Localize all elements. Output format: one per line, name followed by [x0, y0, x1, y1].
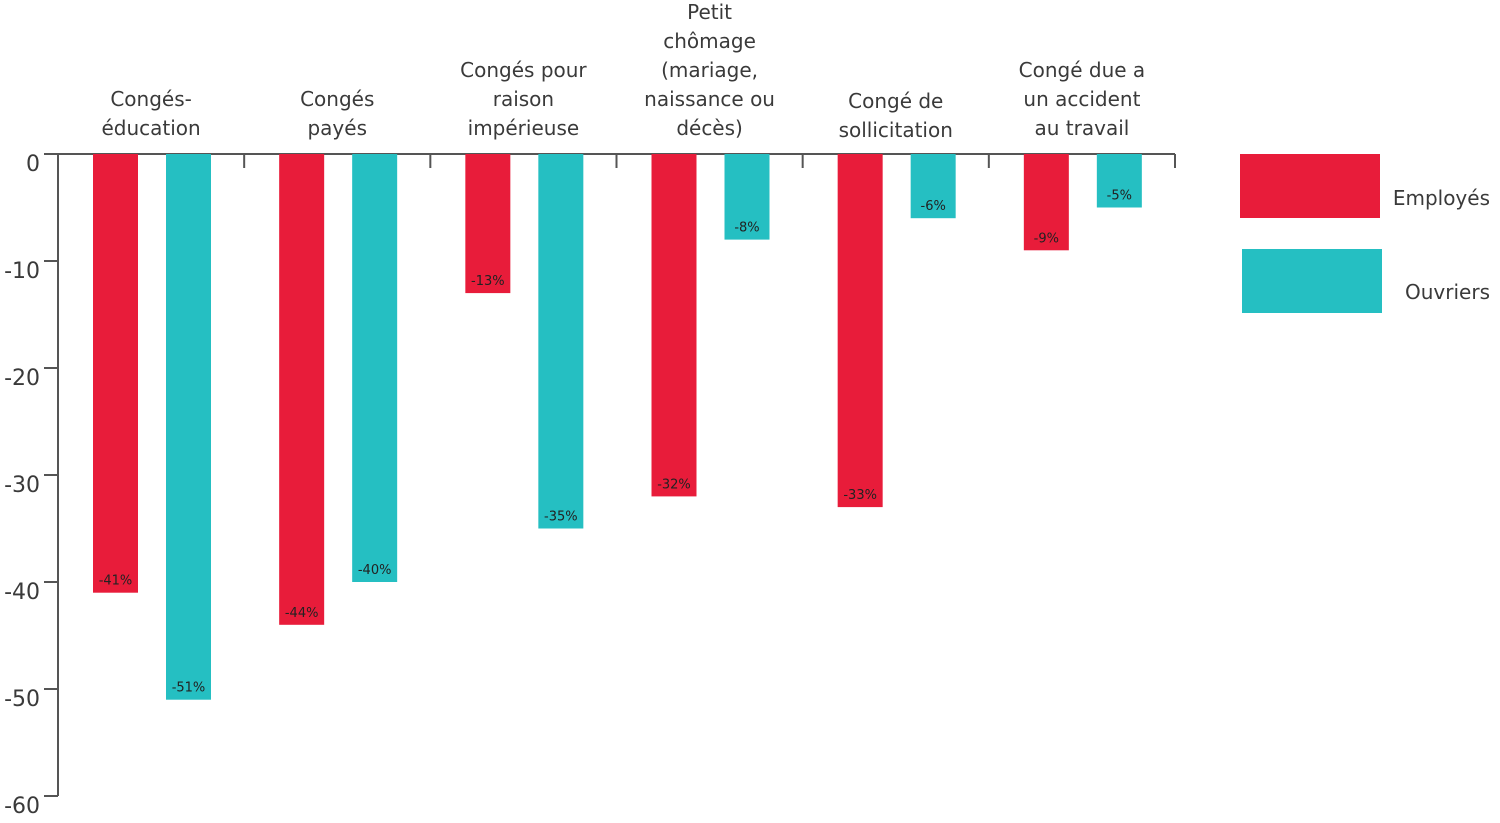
category-label: Congés-éducation	[101, 87, 200, 140]
bar-ouvriers	[166, 154, 211, 700]
bar-ouvriers	[538, 154, 584, 529]
y-tick-label: 0	[26, 152, 40, 177]
category-label-line: décès)	[676, 116, 743, 140]
y-tick-label: -10	[4, 259, 40, 284]
category-label-line: naissance ou	[644, 87, 775, 111]
category-label-line: un accident	[1023, 87, 1140, 111]
category-label: Congés payés	[300, 87, 374, 140]
y-tick-label: -60	[4, 794, 40, 819]
data-label: -9%	[1034, 231, 1059, 246]
category-label: Congé de sollicitation	[839, 89, 953, 142]
bar-ouvriers	[910, 154, 956, 219]
axes: 0 -10 -20 -30 -40 -50 -60	[4, 152, 1176, 819]
y-tick-label: -40	[4, 580, 40, 605]
y-tick-label: -20	[4, 366, 40, 391]
category-label-line: Congé de	[848, 89, 943, 113]
data-label: -51%	[172, 681, 206, 696]
data-label: -6%	[921, 199, 946, 214]
category-label: Petit chômage (mariage, naissance ou décès)	[644, 0, 775, 140]
category-label-line: sollicitation	[839, 118, 953, 142]
category-label-line: Congés	[300, 87, 374, 111]
bar-employes	[465, 154, 511, 294]
category-label-line: Congé due a	[1019, 58, 1146, 82]
legend: Employés Ouvriers	[1240, 154, 1490, 313]
bar-ouvriers	[1096, 154, 1142, 208]
y-tick-label: -50	[4, 687, 40, 712]
data-label: -13%	[471, 274, 505, 289]
category-label-line: Petit	[687, 0, 732, 24]
category-label-line: chômage	[663, 29, 756, 53]
data-label: -33%	[843, 488, 877, 503]
legend-label-ouvriers: Ouvriers	[1405, 280, 1490, 304]
data-label: -41%	[99, 574, 133, 589]
bar-employes	[1023, 154, 1069, 251]
category-label-line: éducation	[101, 116, 200, 140]
legend-swatch-employes	[1240, 154, 1380, 218]
bar-ouvriers	[724, 154, 770, 240]
category-label-line: payés	[307, 116, 367, 140]
category-label-line: Congés pour	[460, 58, 587, 82]
bar-ouvriers	[352, 154, 398, 582]
legend-swatch-ouvriers	[1242, 249, 1382, 313]
bar-employes	[93, 154, 138, 593]
category-label-line: impérieuse	[468, 116, 580, 140]
data-label: -8%	[734, 221, 759, 236]
data-label: -44%	[285, 606, 319, 621]
category-label-line: raison	[493, 87, 554, 111]
bars	[93, 154, 1142, 700]
data-labels: -41% -51% -44% -40% -13% -35% -32% -8% -33% -6% -9…	[99, 189, 1132, 696]
legend-label-employes: Employés	[1393, 186, 1490, 210]
category-label-line: (mariage,	[661, 58, 758, 82]
category-labels: Congés-éducation Congés payés Congés pour ra…	[101, 0, 1145, 142]
category-label: Congés pour raison impérieuse	[460, 58, 587, 140]
category-label-line: au travail	[1035, 116, 1130, 140]
data-label: -35%	[544, 510, 578, 525]
y-tick-label: -30	[4, 473, 40, 498]
bar-employes	[837, 154, 883, 508]
category-label-line: Congés-	[110, 87, 192, 111]
data-label: -5%	[1107, 189, 1132, 204]
bar-employes	[651, 154, 697, 497]
category-label: Congé due a un accident au travail	[1019, 58, 1146, 140]
data-label: -32%	[657, 477, 691, 492]
data-label: -40%	[358, 563, 392, 578]
bar-employes	[279, 154, 325, 625]
